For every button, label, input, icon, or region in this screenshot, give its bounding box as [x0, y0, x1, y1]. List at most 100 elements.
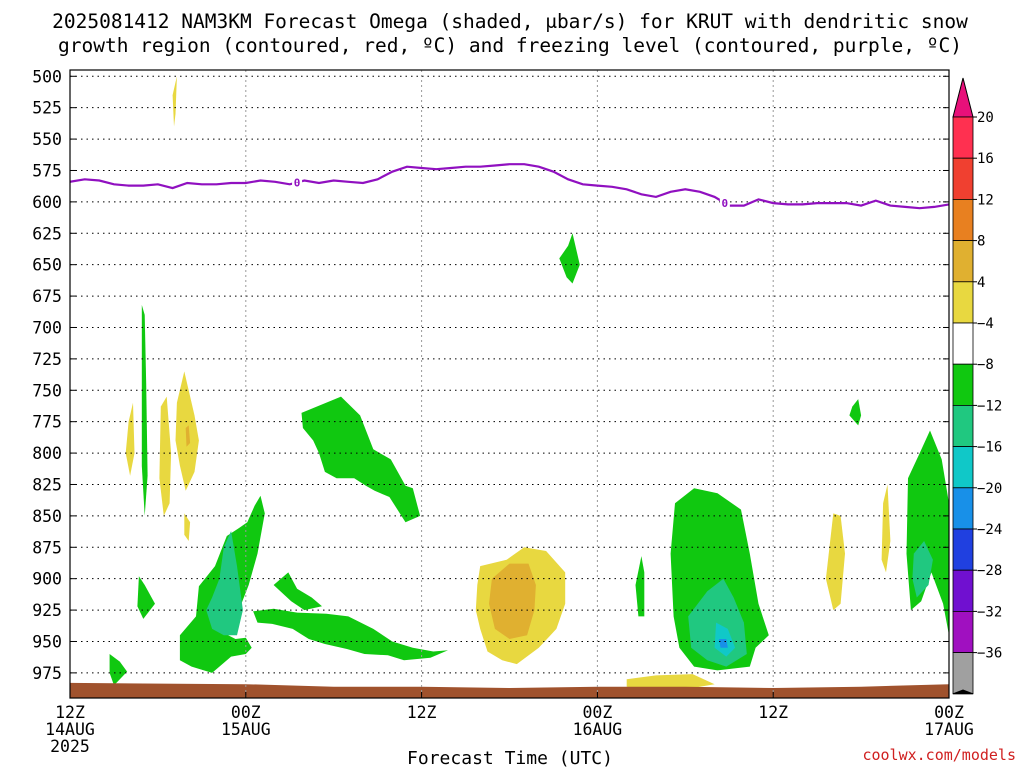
omega-area-18	[159, 396, 172, 516]
colorbar-label-4: 4	[977, 275, 985, 291]
omega-area-3	[273, 572, 322, 611]
colorbar-segment-6	[952, 363, 974, 406]
freezing-label-bg-0	[292, 175, 303, 189]
x-tick-label-48: 12Z	[758, 703, 788, 722]
omega-area-2	[206, 531, 243, 636]
x-tick-label-12: 00Z	[231, 703, 261, 722]
y-tick-label-625: 625	[32, 224, 62, 243]
x-axis-label: Forecast Time (UTC)	[407, 748, 613, 768]
omega-area-24	[489, 563, 536, 639]
omega-area-9	[635, 556, 645, 617]
colorbar-label-5: −4	[977, 316, 994, 332]
freezing-level-label-1: 0	[722, 197, 729, 210]
x-tick-label-36: 00Z	[582, 703, 612, 722]
y-tick-label-925: 925	[32, 601, 62, 620]
omega-area-4	[253, 608, 448, 661]
omega-area-21	[184, 513, 191, 541]
x-tick-date-12: 15AUG	[221, 720, 271, 739]
freezing-label-bg-1	[719, 196, 730, 210]
x-tick-label-24: 12Z	[407, 703, 437, 722]
y-tick-label-775: 775	[32, 413, 62, 432]
grid	[69, 70, 950, 698]
y-tick-label-825: 825	[32, 475, 62, 494]
colorbar-segment-0	[952, 116, 974, 159]
x-tick-date-60: 17AUG	[924, 720, 974, 739]
colorbar-segment-7	[952, 404, 974, 447]
y-tick-label-800: 800	[32, 444, 62, 463]
colorbar-label-3: 8	[977, 234, 985, 250]
omega-area-15	[906, 430, 949, 636]
omega-area-17	[125, 402, 135, 476]
y-tick-label-650: 650	[32, 256, 62, 275]
colorbar-segment-1	[952, 157, 974, 200]
omega-area-25	[825, 513, 845, 611]
y-tick-label-525: 525	[32, 99, 62, 118]
colorbar-segment-5	[952, 322, 974, 365]
omega-area-5	[141, 304, 148, 516]
y-tick-label-950: 950	[32, 632, 62, 651]
freezing-level-line	[70, 163, 949, 210]
colorbar-top-arrow	[952, 77, 974, 118]
colorbar-label-10: −24	[977, 522, 1002, 538]
credit-text: coolwx.com/models	[862, 746, 1016, 764]
colorbar-label-7: −12	[977, 398, 1002, 414]
colorbar-segment-8	[952, 446, 974, 489]
colorbar-segment-2	[952, 198, 974, 241]
terrain-fill	[70, 682, 949, 698]
y-tick-label-675: 675	[32, 287, 62, 306]
omega-area-26	[881, 484, 891, 573]
colorbar-segment-13	[952, 652, 974, 695]
colorbar-label-2: 12	[977, 192, 994, 208]
omega-area-13	[719, 639, 728, 648]
x-tick-date-0: 14AUG	[45, 720, 95, 739]
colorbar-bottom-arrow	[952, 689, 974, 695]
y-tick-label-850: 850	[32, 507, 62, 526]
y-tick-label-875: 875	[32, 538, 62, 557]
y-tick-label-575: 575	[32, 161, 62, 180]
colorbar-segment-11	[952, 569, 974, 612]
y-tick-label-550: 550	[32, 130, 62, 149]
terrain	[70, 682, 949, 698]
chart-title-line1: 2025081412 NAM3KM Forecast Omega (shaded…	[52, 10, 968, 33]
y-tick-label-700: 700	[32, 318, 62, 337]
y-tick-label-900: 900	[32, 570, 62, 589]
colorbar-label-8: −16	[977, 440, 1002, 456]
omega-area-16	[912, 541, 933, 598]
y-tick-label-750: 750	[32, 381, 62, 400]
y-tick-label-725: 725	[32, 350, 62, 369]
colorbar-label-9: −20	[977, 481, 1002, 497]
y-tick-label-975: 975	[32, 664, 62, 683]
chart-title-line2: growth region (contoured, red, ºC) and f…	[58, 34, 962, 57]
omega-area-22	[172, 76, 177, 127]
y-axis: 500 525 550 575 600 625 650 675 700 725 750 775 800 8…	[32, 67, 949, 683]
freezing-level-label-0: 0	[294, 176, 301, 189]
colorbar-segment-4	[952, 281, 974, 324]
colorbar-label-13: −36	[977, 646, 1002, 662]
colorbar-label-6: −8	[977, 357, 994, 373]
y-tick-label-600: 600	[32, 193, 62, 212]
x-tick-label-0: 12Z	[55, 703, 85, 722]
colorbar-segment-10	[952, 528, 974, 571]
freezing-level: 00	[70, 163, 949, 210]
colorbar-segment-9	[952, 487, 974, 530]
colorbar-label-0: 20	[977, 110, 994, 126]
y-tick-label-500: 500	[32, 67, 62, 86]
colorbar-segment-12	[952, 611, 974, 654]
omega-shading	[109, 76, 949, 690]
omega-area-6	[137, 576, 155, 619]
colorbar-label-12: −32	[977, 604, 1002, 620]
omega-area-0	[301, 396, 421, 523]
omega-area-8	[559, 233, 580, 284]
x-tick-date-36: 16AUG	[573, 720, 623, 739]
colorbar-segment-3	[952, 240, 974, 283]
plot-frame	[69, 69, 950, 699]
omega-area-27	[626, 674, 715, 690]
colorbar-label-1: 16	[977, 151, 994, 167]
omega-area-7	[109, 654, 128, 686]
colorbar-label-11: −28	[977, 563, 1002, 579]
x-tick-year-0: 2025	[50, 737, 90, 756]
omega-area-20	[185, 425, 191, 447]
colorbar: 20 16 12 8 4 −4 −8 −12 −16 −20 −24 −28 −32 −36	[952, 77, 1002, 695]
